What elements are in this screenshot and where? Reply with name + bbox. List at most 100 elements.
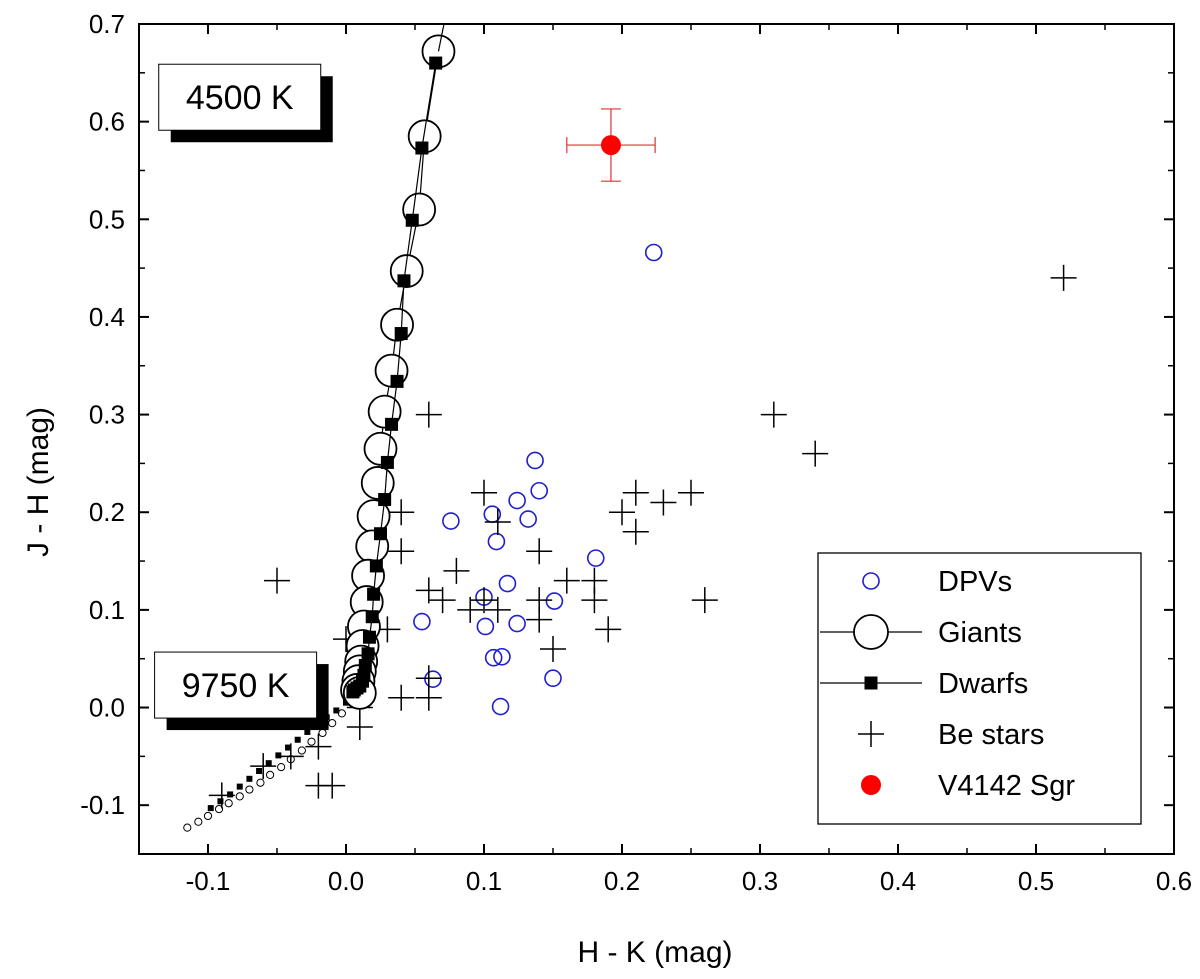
legend-marker [862,572,880,590]
dwarfs-point [378,493,392,507]
dpvs-point [545,592,564,610]
be-stars-point [691,587,718,614]
dwarfs-point [390,374,404,388]
be-stars-point [305,772,332,799]
x-tick-label: 0.2 [604,866,640,896]
legend: DPVs Giants Dwarfs Be stars V4142 Sgr [817,552,1142,825]
dwarfs-unlisted-tail-point [294,736,301,743]
annotation-4500-k: 4500 K [158,63,333,143]
dwarfs-point [365,610,379,624]
dwarfs-unlisted-tail-point [207,805,214,812]
be-stars-point [471,587,497,614]
dwarfs-unlisted-tail-point [227,791,234,798]
y-axis-title: J - H (mag) [22,407,55,557]
dpvs-point [644,243,663,262]
be-stars-point [208,782,235,809]
y-tick-label: 0.3 [89,400,125,430]
be-stars-point [484,596,511,623]
x-axis-title: H - K (mag) [577,936,732,969]
x-tick-label: 0.3 [742,866,778,896]
be-stars-point [388,499,415,526]
dpvs-point [498,574,517,593]
giants-unlisted-tail-point [318,728,327,738]
giants-unlisted-tail-point [203,811,213,821]
be-stars-point [250,753,277,780]
dwarfs-point [361,647,375,661]
be-stars-point [760,401,787,428]
legend-label: DPVs [938,566,1012,598]
giants-unlisted-tail-point [277,762,286,772]
y-tick-label: 0.0 [89,693,125,723]
be-stars-point [388,538,415,565]
be-stars-point [526,538,553,565]
dwarfs-point [397,274,411,288]
y-tick-label: 0.6 [89,107,125,137]
dpvs-point [508,614,526,633]
dpvs-point [526,451,544,470]
be-stars-point [264,567,290,594]
be-stars-point [540,635,566,662]
series-be-stars [208,264,1077,809]
dwarfs-point [374,527,387,541]
y-tick-label: 0.5 [89,204,125,234]
giants-unlisted-tail-point [266,770,275,780]
giants-unlisted-tail-point [214,804,224,814]
annotation-box [154,651,318,719]
legend-marker [861,775,881,795]
dwarfs-point [367,587,381,601]
dwarfs-point [380,455,394,469]
giants-unlisted-tail-point [307,737,316,746]
dpvs-point [487,532,506,551]
be-stars-point [622,479,649,506]
be-stars-point [622,518,649,545]
dwarfs-point [362,630,376,644]
giants-unlisted-tail-point [183,823,192,832]
dpvs-point [491,697,510,716]
legend-label: Be stars [938,719,1044,751]
dpvs-point [442,512,460,530]
dwarfs-point [405,213,419,227]
be-stars-point [484,509,511,535]
dpvs-point [484,648,503,667]
giants-unlisted-tail-point [256,778,265,787]
data-series [183,23,1077,832]
giants-unlisted-tail-point [194,817,203,826]
dpvs-point [413,612,431,631]
series-giants-unlisted-tail [183,709,346,832]
x-tick-label: 0.1 [466,866,502,896]
dpvs-point [493,647,511,666]
be-stars-point [609,499,635,526]
dwarfs-unlisted-tail-point [275,752,282,759]
v4142-sgr-point [600,135,621,156]
legend-item-v4142-sgr: V4142 Sgr [861,770,1075,802]
dpvs-point [586,549,605,567]
giants-unlisted-tail-point [245,785,254,794]
dwarfs-unlisted-tail-point [217,798,224,805]
be-stars-point [650,489,677,516]
be-stars-point [443,557,470,584]
y-tick-label: 0.1 [89,595,125,625]
x-tick-label: -0.1 [186,866,231,896]
dpvs-point [476,617,495,636]
dwarfs-unlisted-tail-point [256,768,263,774]
x-tick-label: 0.0 [328,866,364,896]
be-stars-point [277,743,304,770]
y-tick-label: 0.4 [89,302,125,332]
legend-item-giants: Giants [820,614,1022,650]
legend-item-be-stars: Be stars [858,719,1044,751]
dwarfs-point [429,56,443,70]
legend-label: V4142 Sgr [938,770,1075,802]
be-stars-point [346,714,373,741]
legend-marker [858,721,884,747]
be-stars-point [526,606,553,633]
dwarfs-point [394,327,408,341]
y-tick-label: -0.1 [80,790,125,820]
dwarfs-unlisted-tail-point [265,760,272,767]
legend-item-dpvs: DPVs [862,566,1012,598]
be-stars-point [471,479,497,506]
giants-track-extension [437,23,445,52]
dpvs-point [544,669,562,688]
dwarfs-point [385,417,399,431]
temperature-annotations: 4500 K 9750 K [154,63,333,731]
